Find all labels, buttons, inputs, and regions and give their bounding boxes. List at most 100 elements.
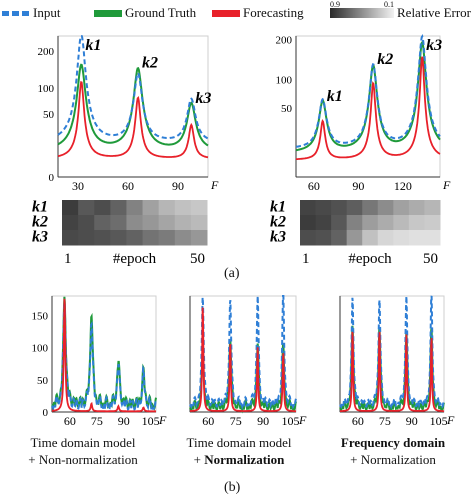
a-right-error-cell [377,200,394,216]
a-right-error-cell [315,215,332,231]
a-right-x-label: F [442,178,451,192]
a-right-error-cell [331,215,348,231]
a-right-error-cell [393,215,410,231]
a-right-error-cell [346,215,363,231]
a-right-error-cell [408,215,425,231]
a-right-error-cell [300,230,317,246]
a-right-error-cell [346,200,363,216]
b-1-x-label: F [158,413,167,427]
a-right-error-cell [377,215,394,231]
a-left-error-cell [174,215,192,231]
a-left-error-cell [142,230,160,246]
b-1-y-tick: 50 [37,375,49,387]
a-left-error-row-label: k1 [32,199,48,216]
a-left-x-label: F [210,178,219,192]
a-left-error-x-mid: #epoch [113,251,157,267]
forecasting-swatch [212,9,240,17]
a-right-error-cell [393,200,410,216]
a-left-error-cell [142,215,160,231]
a-left-error-cell [78,215,95,231]
caption-b1: Time domain model + Non-normalization [8,434,158,468]
a-right-error-cell [362,230,379,246]
a-right-error-cell [346,230,363,246]
b-2-x-tick: 105 [282,414,300,428]
a-left-error-cell [142,200,160,216]
a-right-error-cell [424,200,441,216]
a-right-error-x-end: 50 [423,251,438,267]
a-left-peak-label: k2 [142,54,158,71]
a-right-peak-label: k2 [377,51,393,68]
caption-b1-line2: + Non-normalization [28,452,138,467]
b-1-input-line [51,301,157,413]
a-right-error-cell [408,230,425,246]
a-right-error-cell [424,215,441,231]
caption-b3-line1: Frequency domain [318,434,468,451]
a-right-error-cell [362,215,379,231]
a-right-input-line [295,34,441,148]
caption-b2: Time domain model + Normalization [164,434,314,468]
caption-b1-line1: Time domain model [30,435,136,450]
b-3-forecasting-line [340,331,444,412]
a-left-error-cell [126,200,144,216]
a-right-peak-label: k1 [327,88,343,105]
a-left-error-row-label: k3 [32,229,48,246]
b-1-x-tick: 105 [142,414,160,428]
caption-b3-bold: Frequency domain [340,435,446,450]
b-2-forecasting-line [190,307,296,413]
b-3-x-label: F [446,413,455,427]
a-right-forecasting-line [295,56,441,161]
a-right-y-tick: 200 [276,34,293,46]
b-3-x-tick: 90 [406,414,418,428]
b-1-y-tick: 0 [43,407,49,419]
a-left-error-cell [110,200,127,216]
a-left-error-cell [190,200,208,216]
a-left-x-tick: 30 [72,179,84,193]
a-right-error-cell [331,200,348,216]
b-1-x-tick: 60 [64,414,76,428]
a-left-error-cell [174,200,192,216]
b-1-x-tick: 75 [91,414,103,428]
a-left-error-cell [158,200,176,216]
error-scale-low: 0.1 [384,0,394,9]
error-gradient [330,8,394,18]
a-left-peak-label: k1 [85,37,101,54]
a-right-error-cell [408,200,425,216]
b-3-x-tick: 105 [430,414,448,428]
legend-forecasting-label: Forecasting [243,5,304,20]
legend-error: Relative Error [330,5,471,21]
b-3-x-tick: 60 [352,414,364,428]
legend: Input Ground Truth Forecasting Relative … [0,0,475,28]
a-left-forecasting-line [57,81,209,159]
legend-ground-truth: Ground Truth [94,5,196,21]
b-3-input-line [339,295,445,410]
a-right-error-row-label: k3 [270,229,286,246]
a-left-y-tick: 100 [38,83,55,95]
b-2-input-line [189,295,297,411]
caption-b2-line2: + Normalization [193,452,285,467]
a-left-error-cell [62,215,79,231]
caption-b3: Frequency domain + Normalization [318,434,468,468]
a-left-error-cell [62,230,79,246]
b-3-x-tick: 75 [379,414,391,428]
a-left-error-row-label: k2 [32,214,48,231]
a-right-error-x-mid: #epoch [348,251,392,267]
a-left-y-tick: 0 [49,172,55,184]
a-right-error-cell [300,200,317,216]
a-right-error-cell [315,200,332,216]
a-left-error-cell [126,230,144,246]
ground-truth-swatch [94,9,122,17]
error-scale-high: 0.9 [330,0,340,9]
a-right-y-tick: 50 [281,103,293,115]
caption-b3-line2: + Normalization [350,452,436,467]
legend-error-label: Relative Error [397,5,471,20]
a-left-y-tick: 200 [38,46,55,58]
b-2-x-label: F [298,413,307,427]
a-right-error-row-label: k1 [270,199,286,216]
a-right-peak-label: k3 [426,37,442,54]
a-left-error-cell [174,230,192,246]
a-left-error-cell [190,230,208,246]
b-2-x-tick: 75 [230,414,242,428]
a-left-error-cell [110,215,127,231]
a-right-error-row-label: k2 [270,214,286,231]
